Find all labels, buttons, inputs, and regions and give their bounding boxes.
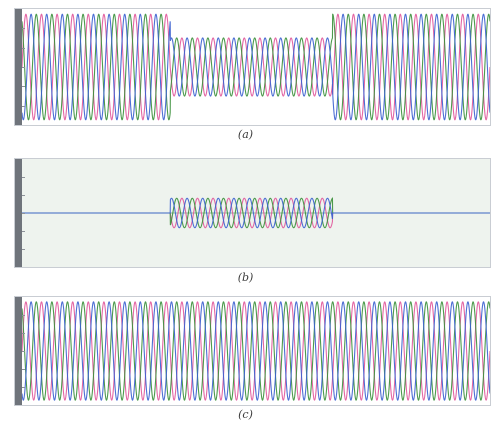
y-axis-tick <box>22 213 25 214</box>
caption-a: (a) <box>237 128 254 141</box>
chart-panel-b: (b) <box>0 150 491 285</box>
y-axis-tick <box>22 231 25 232</box>
y-axis-tick <box>22 67 25 68</box>
series-line-1 <box>22 301 490 401</box>
caption-b: (b) <box>237 271 254 284</box>
y-axis-tick <box>22 249 25 250</box>
series-line-1 <box>22 13 490 121</box>
y-axis-tick <box>22 28 25 30</box>
series-line-3 <box>22 13 490 121</box>
y-axis-tick <box>22 369 25 370</box>
series-line-2 <box>22 301 490 401</box>
y-axis-tick <box>22 195 25 196</box>
plot-frame-a <box>14 8 491 126</box>
series-line-2 <box>22 13 490 121</box>
y-axis-strip-c <box>15 297 22 405</box>
plot-area-b <box>22 159 490 267</box>
y-axis-tick <box>22 177 25 178</box>
y-axis-tick <box>22 105 25 107</box>
y-axis-tick <box>22 47 25 49</box>
plot-frame-b <box>14 158 491 268</box>
y-axis-tick <box>22 315 25 316</box>
y-axis-strip-b <box>15 159 22 267</box>
series-line-3 <box>22 197 490 229</box>
y-axis-tick <box>22 333 25 334</box>
y-axis-tick <box>22 387 25 388</box>
plot-frame-c <box>14 296 491 406</box>
caption-c: (c) <box>238 408 253 421</box>
chart-panel-a: (a) <box>0 0 491 141</box>
y-axis-strip-a <box>15 9 22 125</box>
plot-area-a <box>22 9 490 125</box>
plot-area-c <box>22 297 490 405</box>
y-axis-tick <box>22 86 25 88</box>
series-line-3 <box>22 301 490 401</box>
y-axis-tick <box>22 351 25 352</box>
chart-panel-c: (c) <box>0 290 491 424</box>
